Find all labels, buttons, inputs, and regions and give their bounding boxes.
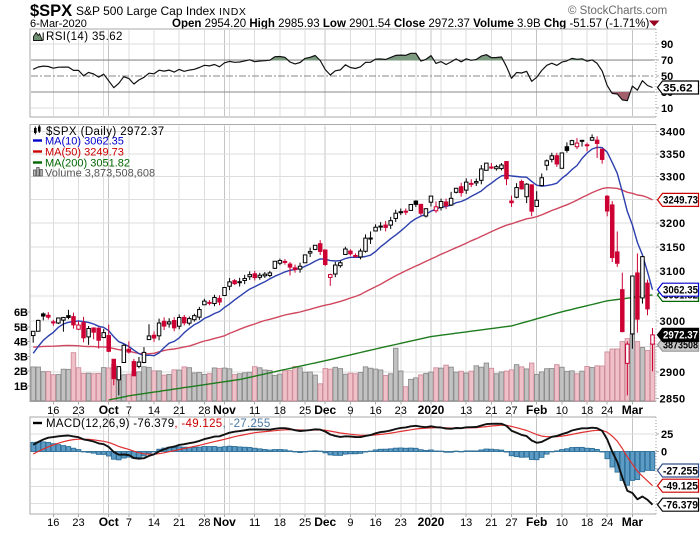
svg-text:2B: 2B xyxy=(14,366,28,378)
svg-text:4B: 4B xyxy=(14,337,28,349)
svg-text:2900: 2900 xyxy=(660,367,686,379)
svg-text:25: 25 xyxy=(299,517,311,529)
svg-text:3062.35: 3062.35 xyxy=(663,285,698,297)
svg-text:3150: 3150 xyxy=(660,242,686,254)
svg-text:24: 24 xyxy=(601,517,613,529)
svg-text:21: 21 xyxy=(485,517,497,529)
svg-text:6-Mar-2020: 6-Mar-2020 xyxy=(30,18,87,30)
svg-text:23: 23 xyxy=(395,517,407,529)
svg-text:Oct: Oct xyxy=(99,515,119,529)
svg-text:10: 10 xyxy=(661,103,673,115)
svg-text:25: 25 xyxy=(661,429,673,441)
svg-text:90: 90 xyxy=(661,39,673,51)
svg-text:18: 18 xyxy=(581,517,593,529)
svg-text:2020: 2020 xyxy=(418,515,445,529)
svg-text:3100: 3100 xyxy=(660,266,686,278)
svg-text:INDX: INDX xyxy=(219,6,247,18)
svg-text:9: 9 xyxy=(347,517,353,529)
svg-text:70: 70 xyxy=(661,55,673,67)
svg-text:7: 7 xyxy=(126,517,132,529)
svg-text:3000: 3000 xyxy=(660,316,686,328)
svg-text:3200: 3200 xyxy=(660,218,686,230)
svg-text:3400: 3400 xyxy=(660,127,686,139)
svg-text:2850: 2850 xyxy=(660,394,686,406)
svg-text:6B: 6B xyxy=(14,307,28,319)
svg-text:3350: 3350 xyxy=(660,149,686,161)
svg-text:16: 16 xyxy=(369,517,381,529)
svg-text:3300: 3300 xyxy=(660,172,686,184)
svg-text:0: 0 xyxy=(661,447,667,459)
svg-text:13: 13 xyxy=(460,517,472,529)
svg-text:Open 2954.20 High 2985.93 Low: Open 2954.20 High 2985.93 Low 2901.54 Cl… xyxy=(172,18,650,30)
svg-text:S&P 500 Large Cap Index: S&P 500 Large Cap Index xyxy=(76,4,215,18)
svg-text:3B: 3B xyxy=(14,351,28,363)
svg-text:MACD(12,26,9) -76.379, -49.125: MACD(12,26,9) -76.379, -49.125, -27.255 xyxy=(46,418,271,430)
svg-text:27: 27 xyxy=(505,517,517,529)
svg-text:28: 28 xyxy=(198,517,210,529)
svg-text:3249.73: 3249.73 xyxy=(663,195,698,207)
svg-text:23: 23 xyxy=(72,517,84,529)
svg-text:Feb: Feb xyxy=(526,515,547,529)
svg-text:Mar: Mar xyxy=(622,515,644,529)
svg-text:11: 11 xyxy=(249,517,260,529)
svg-text:16: 16 xyxy=(47,517,59,529)
svg-text:-49.125: -49.125 xyxy=(663,481,698,493)
svg-text:1B: 1B xyxy=(14,381,28,393)
svg-text:-27.255: -27.255 xyxy=(663,465,698,477)
svg-text:10: 10 xyxy=(556,517,568,529)
svg-text:RSI(14) 35.62: RSI(14) 35.62 xyxy=(46,31,123,43)
svg-text:Dec: Dec xyxy=(314,515,336,529)
svg-text:-76.379: -76.379 xyxy=(663,500,698,512)
svg-text:© StockCharts.com: © StockCharts.com xyxy=(568,5,667,17)
svg-text:14: 14 xyxy=(148,517,160,529)
svg-text:Volume 3,873,508,608: Volume 3,873,508,608 xyxy=(45,168,155,180)
svg-text:Nov: Nov xyxy=(213,515,236,529)
svg-text:2972.37: 2972.37 xyxy=(663,330,698,342)
svg-text:5B: 5B xyxy=(14,322,28,334)
svg-text:21: 21 xyxy=(173,517,185,529)
svg-text:35.62: 35.62 xyxy=(663,82,693,94)
svg-text:18: 18 xyxy=(274,517,286,529)
